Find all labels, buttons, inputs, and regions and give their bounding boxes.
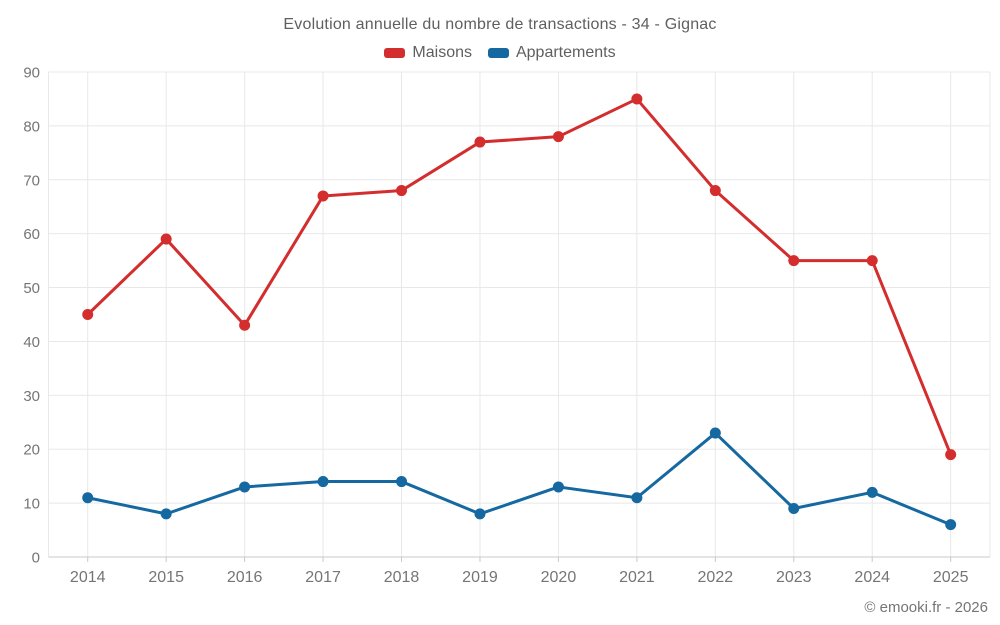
data-point-maisons: [317, 190, 329, 202]
copyright-text: © emooki.fr - 2026: [864, 599, 988, 616]
y-axis-label: 90: [23, 65, 40, 82]
data-point-appartements: [945, 519, 957, 531]
legend-item-maisons[interactable]: Maisons: [384, 44, 472, 62]
data-point-appartements: [396, 476, 408, 488]
data-point-maisons: [788, 255, 800, 267]
data-point-maisons: [474, 136, 486, 148]
y-axis-label: 60: [23, 226, 40, 243]
y-axis-label: 0: [32, 550, 40, 567]
legend-swatch-appartements-icon: [487, 48, 509, 58]
y-axis-label: 70: [23, 172, 40, 189]
x-axis-label: 2017: [305, 569, 341, 586]
y-axis-label: 50: [23, 280, 40, 297]
x-axis-label: 2014: [70, 569, 106, 586]
data-point-maisons: [552, 131, 564, 143]
data-point-maisons: [239, 319, 251, 331]
x-axis-label: 2018: [384, 569, 420, 586]
legend-label-maisons: Maisons: [412, 44, 472, 61]
data-point-appartements: [552, 481, 564, 493]
x-axis-label: 2019: [462, 569, 498, 586]
y-axis-label: 80: [23, 118, 40, 135]
data-point-maisons: [396, 185, 408, 197]
x-axis-label: 2021: [619, 569, 655, 586]
chart-legend: Maisons Appartements: [0, 44, 1000, 62]
y-axis-label: 20: [23, 442, 40, 459]
data-point-maisons: [160, 233, 172, 245]
legend-item-appartements[interactable]: Appartements: [487, 44, 616, 62]
data-point-appartements: [160, 508, 172, 520]
data-point-maisons: [82, 309, 94, 320]
data-point-maisons: [631, 93, 643, 105]
x-axis-label: 2022: [698, 569, 734, 586]
series-line-maisons: [86, 97, 953, 457]
data-point-appartements: [82, 492, 94, 504]
chart-title: Evolution annuelle du nombre de transact…: [283, 16, 717, 33]
legend-swatch-maisons-icon: [384, 48, 406, 58]
x-axis-label: 2016: [227, 569, 263, 586]
y-axis-label: 10: [23, 496, 40, 513]
data-point-maisons: [945, 449, 957, 461]
y-axis-label: 40: [23, 334, 40, 351]
data-point-appartements: [239, 481, 251, 493]
x-axis-label: 2025: [933, 569, 969, 586]
data-point-appartements: [317, 476, 329, 488]
data-point-appartements: [631, 492, 643, 504]
series-line-appartements: [86, 431, 953, 527]
data-point-appartements: [709, 427, 721, 439]
x-axis-label: 2020: [541, 569, 577, 586]
legend-label-appartements: Appartements: [515, 44, 616, 61]
x-axis-label: 2023: [776, 569, 812, 586]
data-point-maisons: [866, 255, 878, 267]
data-point-appartements: [866, 486, 878, 498]
data-point-maisons: [709, 185, 721, 197]
y-axis-label: 30: [23, 388, 40, 405]
data-point-appartements: [788, 503, 800, 514]
data-point-appartements: [474, 508, 486, 520]
x-axis-label: 2024: [854, 569, 890, 586]
x-axis-label: 2015: [148, 569, 184, 586]
